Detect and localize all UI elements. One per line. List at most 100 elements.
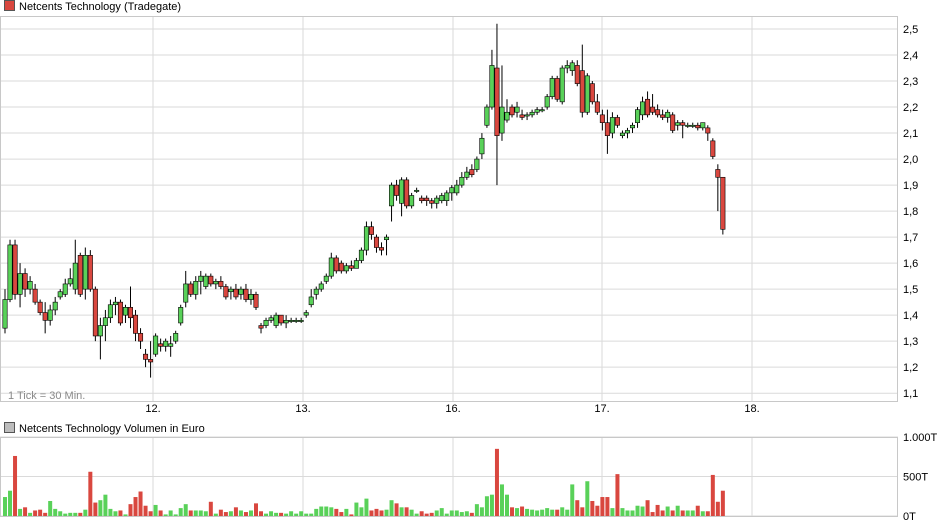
volume-bar xyxy=(515,508,520,516)
volume-bar xyxy=(650,512,655,516)
candle-body xyxy=(308,296,314,306)
volume-bar xyxy=(510,507,515,516)
candle xyxy=(685,122,691,128)
candle xyxy=(268,315,274,323)
volume-bar xyxy=(610,508,615,516)
volume-bar xyxy=(560,507,565,516)
candle xyxy=(122,304,128,323)
candle xyxy=(564,60,570,74)
volume-bar xyxy=(294,513,299,516)
volume-bar xyxy=(23,507,28,516)
candle-body xyxy=(107,304,113,319)
candle-body xyxy=(414,189,420,192)
volume-bar xyxy=(329,507,334,516)
candle-body xyxy=(263,320,269,326)
candle-body xyxy=(680,122,686,126)
candle xyxy=(313,286,319,300)
candle xyxy=(223,283,229,300)
candle-body xyxy=(700,122,706,129)
candle-body xyxy=(660,114,666,118)
candle xyxy=(208,273,214,287)
candle xyxy=(188,281,194,297)
candle xyxy=(419,195,425,204)
volume-bar xyxy=(685,510,690,516)
volume-chart-legend: Netcents Technology Volumen in Euro xyxy=(4,422,205,436)
candle xyxy=(293,317,299,323)
candle-body xyxy=(449,187,455,194)
volume-bar xyxy=(128,504,133,516)
price-y-tick-label: 1,5 xyxy=(903,284,918,296)
volume-bar xyxy=(720,490,725,516)
candle xyxy=(318,281,324,292)
volume-bar xyxy=(299,511,304,516)
candle xyxy=(253,291,259,310)
candle-body xyxy=(133,314,139,334)
candle xyxy=(494,23,500,186)
volume-bar xyxy=(389,500,394,516)
candle xyxy=(228,286,234,300)
candle xyxy=(233,283,239,300)
candle-body xyxy=(313,288,319,295)
candle-body xyxy=(248,294,254,300)
price-chart-legend: Netcents Technology (Tradegate) xyxy=(4,0,181,14)
candle-body xyxy=(178,307,184,324)
candle-body xyxy=(655,109,661,116)
volume-bar xyxy=(670,510,675,516)
volume-bar xyxy=(469,512,474,516)
candle xyxy=(629,122,635,134)
volume-bar xyxy=(364,498,369,516)
volume-bar xyxy=(665,506,670,516)
candle xyxy=(414,187,420,193)
volume-bar xyxy=(123,514,128,516)
candle xyxy=(544,94,550,110)
candle-body xyxy=(675,122,681,126)
candle xyxy=(373,234,379,253)
candle-body xyxy=(489,65,495,108)
volume-bar xyxy=(168,510,173,516)
candle-body xyxy=(42,312,48,321)
candle-body xyxy=(298,320,304,322)
candle xyxy=(529,109,535,118)
candle-body xyxy=(594,101,600,113)
candle xyxy=(424,195,430,206)
candle-body xyxy=(650,106,656,113)
volume-bar xyxy=(208,501,213,516)
candle-body xyxy=(519,114,525,118)
candle-body xyxy=(72,262,78,290)
volume-bar xyxy=(404,507,409,516)
candle-body xyxy=(685,124,691,127)
candle xyxy=(178,304,184,326)
candle-body xyxy=(278,314,284,324)
candle-body xyxy=(529,111,535,116)
x-tick-label: 13. xyxy=(295,403,310,415)
candle-body xyxy=(27,281,33,290)
candle-body xyxy=(469,169,475,175)
candle-body xyxy=(183,283,189,303)
volume-bar xyxy=(680,510,685,516)
candle-body xyxy=(499,106,505,134)
candle-body xyxy=(544,96,550,108)
candle xyxy=(183,270,189,308)
candle-body xyxy=(203,275,209,287)
volume-bar xyxy=(198,510,203,516)
candle xyxy=(645,91,651,118)
candle xyxy=(273,312,279,329)
volume-bar xyxy=(635,505,640,516)
candle xyxy=(52,296,58,316)
candle-body xyxy=(143,353,149,360)
volume-bar xyxy=(274,512,279,516)
candle-body xyxy=(57,291,63,298)
volume-bar xyxy=(715,501,720,516)
volume-bar xyxy=(585,481,590,516)
candle-body xyxy=(47,309,53,321)
candle xyxy=(409,192,415,209)
candle xyxy=(434,195,440,209)
candle-body xyxy=(524,114,530,117)
volume-bar xyxy=(630,510,635,516)
candle-body xyxy=(574,65,580,84)
candle xyxy=(675,120,681,131)
volume-bar xyxy=(153,504,158,516)
candle-body xyxy=(258,325,264,329)
volume-bar xyxy=(193,510,198,516)
candle xyxy=(213,278,219,290)
